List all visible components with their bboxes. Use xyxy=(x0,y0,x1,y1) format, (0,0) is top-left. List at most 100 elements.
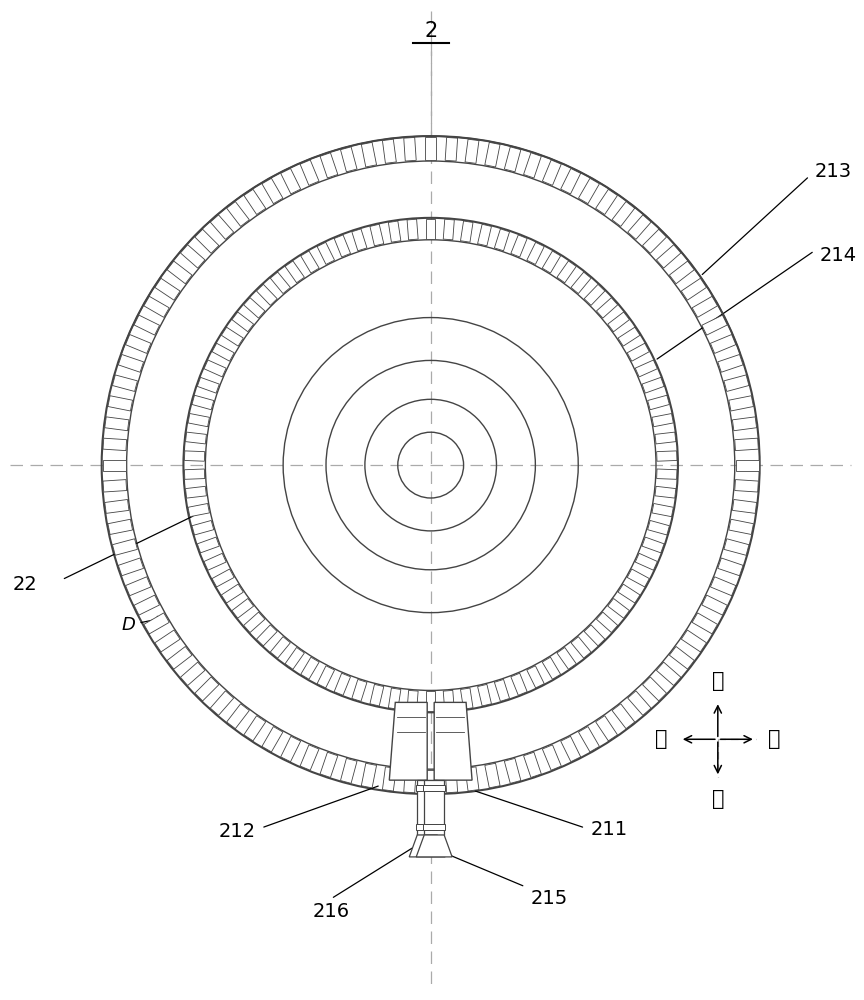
Polygon shape xyxy=(718,354,743,372)
Polygon shape xyxy=(361,142,377,167)
Text: 上: 上 xyxy=(712,671,724,691)
Polygon shape xyxy=(643,229,666,253)
Polygon shape xyxy=(612,202,635,226)
Polygon shape xyxy=(718,558,743,576)
Polygon shape xyxy=(524,153,542,178)
Polygon shape xyxy=(543,745,562,770)
Polygon shape xyxy=(584,284,605,305)
Polygon shape xyxy=(226,202,250,226)
Polygon shape xyxy=(181,245,205,268)
Polygon shape xyxy=(262,727,283,752)
Polygon shape xyxy=(461,221,473,242)
Polygon shape xyxy=(244,612,265,633)
Polygon shape xyxy=(657,451,677,461)
Polygon shape xyxy=(112,539,137,555)
Polygon shape xyxy=(340,147,357,172)
Polygon shape xyxy=(424,780,444,835)
Polygon shape xyxy=(212,343,234,361)
Polygon shape xyxy=(435,702,472,780)
Polygon shape xyxy=(144,613,169,634)
Polygon shape xyxy=(112,375,137,391)
Polygon shape xyxy=(195,677,219,701)
Polygon shape xyxy=(543,251,561,273)
Polygon shape xyxy=(584,625,605,646)
Polygon shape xyxy=(103,460,125,471)
Polygon shape xyxy=(300,745,319,770)
Polygon shape xyxy=(557,647,576,669)
Polygon shape xyxy=(204,360,226,377)
Polygon shape xyxy=(285,647,304,669)
Polygon shape xyxy=(221,327,244,346)
Polygon shape xyxy=(184,469,205,479)
Polygon shape xyxy=(320,752,338,777)
Polygon shape xyxy=(494,229,510,251)
Polygon shape xyxy=(144,296,169,317)
Polygon shape xyxy=(257,625,277,646)
Polygon shape xyxy=(270,637,290,658)
Polygon shape xyxy=(445,769,458,793)
Polygon shape xyxy=(652,503,673,517)
Text: 212: 212 xyxy=(219,822,257,841)
Polygon shape xyxy=(642,377,664,393)
Polygon shape xyxy=(618,327,640,346)
Polygon shape xyxy=(134,315,160,335)
Polygon shape xyxy=(648,520,670,535)
Polygon shape xyxy=(317,242,334,264)
Polygon shape xyxy=(595,189,618,214)
Bar xyxy=(423,785,445,791)
Polygon shape xyxy=(186,486,206,498)
Polygon shape xyxy=(204,553,226,570)
Polygon shape xyxy=(334,235,351,257)
Polygon shape xyxy=(167,646,192,669)
Polygon shape xyxy=(425,137,436,160)
Polygon shape xyxy=(370,684,384,706)
Polygon shape xyxy=(635,553,658,570)
Text: 2: 2 xyxy=(424,21,437,41)
Polygon shape xyxy=(655,432,676,444)
Polygon shape xyxy=(105,417,129,431)
Polygon shape xyxy=(232,598,254,618)
Polygon shape xyxy=(657,245,681,268)
Polygon shape xyxy=(543,657,561,679)
Text: 后: 后 xyxy=(767,729,780,749)
Polygon shape xyxy=(505,758,521,783)
Text: 前: 前 xyxy=(656,729,668,749)
Polygon shape xyxy=(527,242,544,264)
Polygon shape xyxy=(425,770,436,793)
Polygon shape xyxy=(352,229,367,251)
Polygon shape xyxy=(557,261,576,283)
Polygon shape xyxy=(670,646,695,669)
Polygon shape xyxy=(118,558,143,576)
Polygon shape xyxy=(627,343,650,361)
Polygon shape xyxy=(628,691,651,715)
Polygon shape xyxy=(561,736,581,762)
Polygon shape xyxy=(618,584,640,603)
Polygon shape xyxy=(710,335,736,353)
Polygon shape xyxy=(105,499,129,513)
Polygon shape xyxy=(417,780,437,835)
Polygon shape xyxy=(607,598,630,618)
Polygon shape xyxy=(736,460,759,471)
Polygon shape xyxy=(571,637,591,658)
Polygon shape xyxy=(655,486,676,498)
Polygon shape xyxy=(461,688,473,709)
Text: 下: 下 xyxy=(712,789,724,809)
Polygon shape xyxy=(627,569,650,587)
Polygon shape xyxy=(262,178,283,204)
Polygon shape xyxy=(403,137,416,161)
Polygon shape xyxy=(702,595,727,615)
Polygon shape xyxy=(724,539,749,555)
Polygon shape xyxy=(642,537,664,553)
Polygon shape xyxy=(370,224,384,246)
Text: 216: 216 xyxy=(313,902,350,921)
Polygon shape xyxy=(416,835,452,857)
Polygon shape xyxy=(682,278,707,300)
Polygon shape xyxy=(643,677,666,701)
Polygon shape xyxy=(543,160,562,185)
Polygon shape xyxy=(702,315,727,335)
Polygon shape xyxy=(244,716,266,741)
Polygon shape xyxy=(485,142,500,167)
Polygon shape xyxy=(612,704,635,729)
Polygon shape xyxy=(108,519,132,534)
Polygon shape xyxy=(465,139,479,163)
